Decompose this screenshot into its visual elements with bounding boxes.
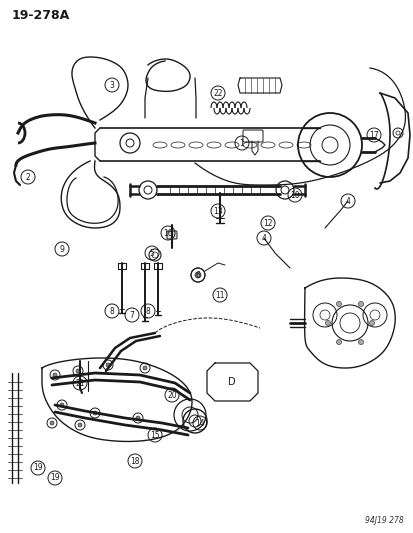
Text: 4: 4 <box>345 197 349 206</box>
Circle shape <box>142 366 147 370</box>
Circle shape <box>60 403 64 407</box>
Text: 14: 14 <box>195 418 204 427</box>
Text: 20: 20 <box>167 391 176 400</box>
Text: 3: 3 <box>109 80 114 90</box>
Text: 19: 19 <box>33 464 43 472</box>
Text: 6: 6 <box>195 271 200 279</box>
Circle shape <box>369 320 374 326</box>
Text: 1: 1 <box>239 139 244 148</box>
Circle shape <box>50 421 54 425</box>
Circle shape <box>136 416 140 420</box>
Text: 11: 11 <box>215 290 224 300</box>
Circle shape <box>76 369 80 373</box>
Circle shape <box>93 411 97 415</box>
Circle shape <box>325 320 330 326</box>
Text: 2: 2 <box>26 173 30 182</box>
Circle shape <box>336 302 341 306</box>
Circle shape <box>195 272 201 278</box>
Circle shape <box>53 373 57 377</box>
Text: 16: 16 <box>163 229 172 238</box>
Text: 19-278A: 19-278A <box>12 9 70 22</box>
Text: 22: 22 <box>213 88 222 98</box>
FancyBboxPatch shape <box>166 231 177 239</box>
Circle shape <box>336 340 341 344</box>
Text: 19: 19 <box>50 473 59 482</box>
Text: 10: 10 <box>290 190 299 199</box>
Text: D: D <box>228 377 235 387</box>
Text: 13: 13 <box>213 206 222 215</box>
Text: 5: 5 <box>149 248 154 257</box>
Circle shape <box>358 340 363 344</box>
Text: 7: 7 <box>129 311 134 319</box>
Circle shape <box>106 363 110 367</box>
Text: 18: 18 <box>130 456 140 465</box>
Text: 94J19 278: 94J19 278 <box>364 516 403 525</box>
Text: 17: 17 <box>368 131 378 140</box>
Text: 21: 21 <box>75 378 85 387</box>
Text: 4: 4 <box>261 233 266 243</box>
Text: 8: 8 <box>109 306 114 316</box>
Text: 15: 15 <box>150 431 159 440</box>
Text: 12: 12 <box>263 219 272 228</box>
Text: 9: 9 <box>59 245 64 254</box>
Circle shape <box>78 423 82 427</box>
Circle shape <box>358 302 363 306</box>
Text: 8: 8 <box>145 306 150 316</box>
